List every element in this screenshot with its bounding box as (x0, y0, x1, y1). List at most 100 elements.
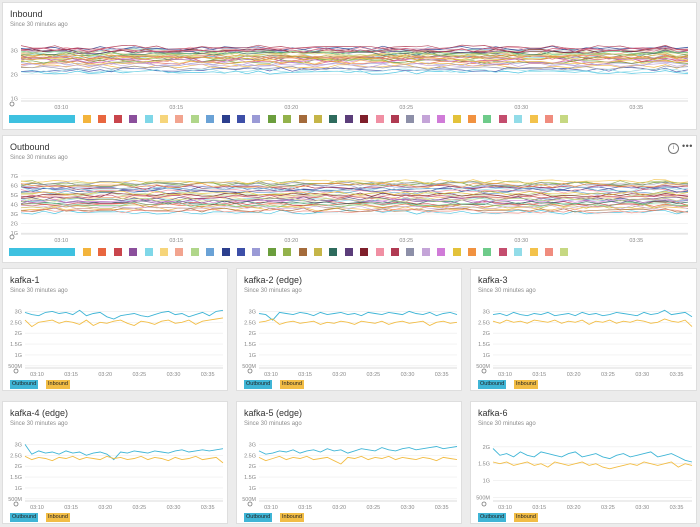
legend-swatch[interactable] (514, 248, 523, 256)
info-icon[interactable]: i (668, 143, 679, 154)
legend-swatch[interactable] (283, 115, 292, 123)
y-tick-label: 7G (11, 174, 18, 180)
legend-swatch[interactable] (375, 248, 384, 256)
panel-subtitle: Since 30 minutes ago (478, 421, 536, 427)
legend-swatch[interactable] (206, 248, 215, 256)
legend-swatch[interactable] (483, 115, 492, 123)
legend-swatch[interactable] (344, 115, 353, 123)
legend-outbound[interactable]: Outbound (478, 513, 507, 522)
legend-swatch[interactable] (545, 248, 553, 256)
legend-swatch[interactable] (498, 115, 507, 123)
legend-swatch[interactable] (9, 115, 75, 123)
legend-swatch[interactable] (206, 115, 215, 123)
legend-swatch[interactable] (9, 248, 75, 256)
legend-swatch[interactable] (437, 248, 446, 256)
legend-swatch[interactable] (344, 248, 353, 256)
y-tick-label: 1.5G (10, 475, 22, 481)
legend-inbound[interactable]: Inbound (46, 513, 70, 522)
legend-swatch[interactable] (406, 248, 415, 256)
x-tick-label: 03:10 (498, 372, 512, 378)
legend-swatch[interactable] (529, 248, 538, 256)
legend-inbound[interactable]: Inbound (514, 380, 538, 389)
series-line-inbound (492, 461, 693, 470)
legend-swatch[interactable] (237, 115, 245, 123)
legend-outbound[interactable]: Outbound (244, 380, 273, 389)
legend-swatch[interactable] (406, 115, 415, 123)
more-icon[interactable]: ••• (682, 141, 693, 151)
x-tick-label: 03:35 (201, 505, 215, 511)
legend-swatch[interactable] (421, 115, 430, 123)
legend-inbound[interactable]: Inbound (46, 380, 70, 389)
legend-swatch[interactable] (190, 115, 199, 123)
x-tick-label: 03:10 (498, 505, 512, 511)
legend-swatch[interactable] (468, 248, 476, 256)
legend-swatch[interactable] (545, 115, 553, 123)
legend-swatch[interactable] (298, 115, 307, 123)
legend-swatch[interactable] (360, 248, 369, 256)
legend-swatch[interactable] (483, 248, 492, 256)
legend-swatch[interactable] (267, 115, 276, 123)
legend-swatch[interactable] (498, 248, 507, 256)
legend-swatch[interactable] (267, 248, 276, 256)
legend-swatch[interactable] (375, 115, 384, 123)
x-tick-label: 03:20 (98, 505, 112, 511)
x-tick-label: 03:15 (64, 372, 78, 378)
y-tick-label: 5G (11, 193, 18, 199)
legend-outbound[interactable]: Outbound (244, 513, 273, 522)
legend-swatch[interactable] (314, 248, 322, 256)
legend-swatch[interactable] (252, 248, 261, 256)
legend-swatch[interactable] (329, 115, 338, 123)
legend-swatch[interactable] (83, 115, 91, 123)
legend-swatch[interactable] (468, 115, 476, 123)
series-line (20, 186, 689, 192)
legend-swatch[interactable] (421, 248, 430, 256)
legend-swatch[interactable] (391, 248, 399, 256)
legend-swatch[interactable] (452, 248, 461, 256)
legend-outbound[interactable]: Outbound (10, 380, 39, 389)
legend-swatch[interactable] (560, 248, 569, 256)
legend-swatch[interactable] (144, 248, 153, 256)
legend-swatch[interactable] (160, 115, 168, 123)
legend-swatch[interactable] (221, 115, 230, 123)
legend-swatch[interactable] (529, 115, 538, 123)
legend-swatch[interactable] (360, 115, 369, 123)
x-tick-label: 03:25 (399, 238, 413, 244)
axis-origin-icon (13, 501, 19, 507)
legend-swatch[interactable] (160, 248, 168, 256)
legend-swatch[interactable] (298, 248, 307, 256)
legend-swatch[interactable] (514, 115, 523, 123)
legend-swatch[interactable] (144, 115, 153, 123)
legend-swatch[interactable] (175, 248, 184, 256)
y-tick-label: 3G (249, 309, 256, 315)
y-tick-label: 1G (15, 486, 22, 492)
legend-swatch[interactable] (391, 115, 399, 123)
legend-outbound[interactable]: Outbound (478, 380, 507, 389)
legend-inbound[interactable]: Inbound (514, 513, 538, 522)
legend-swatch[interactable] (237, 248, 245, 256)
legend-outbound[interactable]: Outbound (10, 513, 39, 522)
legend-inbound[interactable]: Inbound (280, 380, 304, 389)
legend-inbound[interactable]: Inbound (280, 513, 304, 522)
legend-swatch[interactable] (190, 248, 199, 256)
series-line-inbound (492, 318, 693, 327)
legend-swatch[interactable] (452, 115, 461, 123)
legend-swatch[interactable] (329, 248, 338, 256)
legend-swatch[interactable] (98, 248, 107, 256)
legend-swatch[interactable] (437, 115, 446, 123)
legend-swatch[interactable] (283, 248, 292, 256)
series-line (20, 182, 689, 188)
legend-swatch[interactable] (221, 248, 230, 256)
legend-swatch[interactable] (98, 115, 107, 123)
legend-swatch[interactable] (175, 115, 184, 123)
legend-swatch[interactable] (314, 115, 322, 123)
legend-swatch[interactable] (113, 248, 122, 256)
legend-swatch[interactable] (252, 115, 261, 123)
y-tick-label: 2.5G (244, 453, 256, 459)
legend-swatch[interactable] (83, 248, 91, 256)
x-tick-label: 03:25 (366, 372, 380, 378)
axis-origin-icon (9, 101, 15, 107)
legend-swatch[interactable] (129, 115, 138, 123)
legend-swatch[interactable] (129, 248, 138, 256)
legend-swatch[interactable] (560, 115, 569, 123)
legend-swatch[interactable] (113, 115, 122, 123)
